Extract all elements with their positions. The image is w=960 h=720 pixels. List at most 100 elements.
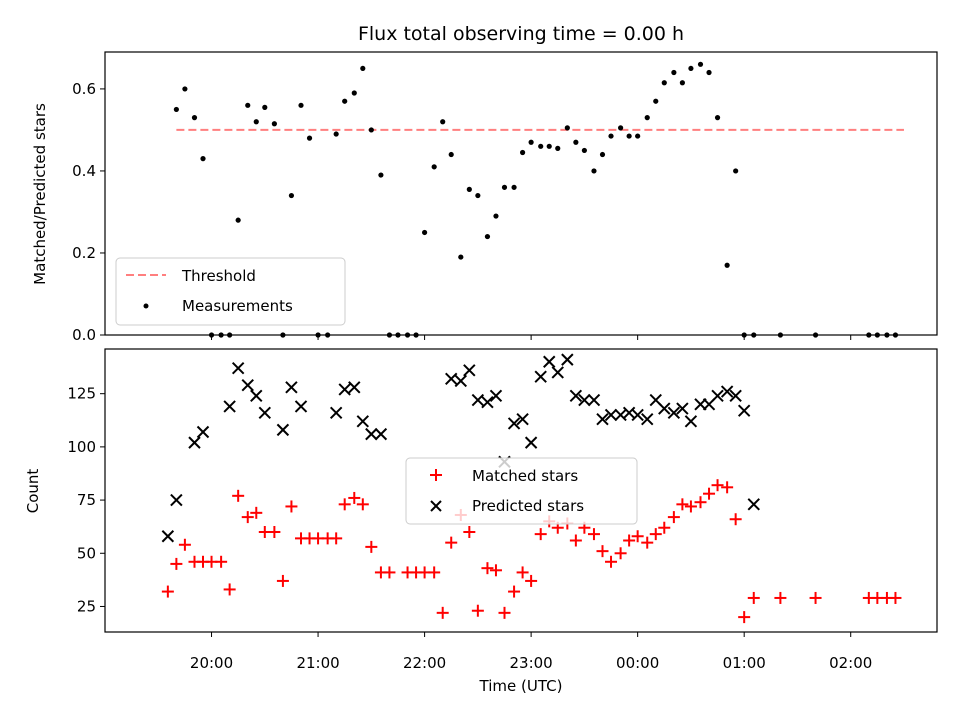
matched-stars-point — [729, 513, 742, 526]
measurement-point — [351, 90, 357, 96]
top-y-tick-label-1: 0.2 — [72, 244, 96, 262]
predicted-stars-point — [524, 436, 538, 449]
matched-stars-point — [605, 555, 618, 568]
measurement-point — [599, 151, 606, 158]
matched-stars-point — [223, 583, 236, 596]
matched-stars-point — [587, 528, 600, 541]
predicted-stars-point — [188, 436, 201, 449]
matched-stars-point — [428, 566, 441, 579]
measurement-point — [458, 254, 464, 260]
matched-stars-point — [356, 498, 369, 511]
measurement-point — [245, 102, 251, 108]
predicted-stars-point — [231, 361, 245, 375]
measurement-point — [501, 184, 508, 190]
matched-stars-point — [649, 528, 662, 541]
bottom-y-tick-label-1: 50 — [77, 544, 96, 562]
bottom-x-ticks: 20:00 21:00 22:00 23:00 00:00 01:00 02:00 — [190, 632, 872, 672]
predicted-stars-point — [445, 372, 458, 385]
matched-stars-point — [445, 536, 458, 549]
measurement-point — [519, 149, 526, 156]
measurement-point — [378, 172, 384, 178]
predicted-stars-point — [276, 423, 290, 437]
measurement-point — [421, 229, 428, 236]
measurement-point — [555, 145, 561, 151]
top-y-ticks: 0.0 0.2 0.4 0.6 — [72, 80, 105, 344]
predicted-stars-point — [365, 427, 378, 441]
matched-stars-point — [569, 534, 582, 547]
top-legend: Threshold Measurements — [115, 257, 346, 326]
x-axis-label: Time (UTC) — [479, 677, 563, 695]
measurement-point — [538, 143, 544, 149]
measurement-point — [493, 213, 499, 219]
predicted-stars-point — [667, 406, 681, 420]
matched-stars-point — [508, 585, 521, 598]
threshold-legend-label: Threshold — [181, 267, 256, 285]
measurement-point — [581, 147, 587, 154]
matched-stars-point — [658, 521, 671, 534]
bottom-y-ticks: 25 50 75 100 125 — [67, 385, 105, 615]
matched-stars-point — [711, 479, 724, 492]
bottom-y-tick-label-4: 125 — [67, 385, 96, 403]
matched-stars-point — [667, 511, 680, 524]
predicted-stars-point — [543, 355, 556, 368]
matched-legend-label: Matched stars — [472, 467, 578, 485]
measurement-point — [706, 69, 712, 76]
matched-stars-point — [721, 481, 734, 494]
measurement-point — [688, 65, 694, 72]
measurement-point — [440, 119, 446, 125]
measurements-legend-label: Measurements — [182, 297, 293, 315]
x-tick-label-3: 23:00 — [510, 654, 553, 672]
top-y-tick-label-2: 0.4 — [72, 162, 96, 180]
bottom-y-tick-label-2: 75 — [77, 491, 96, 509]
measurement-point — [368, 127, 374, 133]
matched-stars-point — [738, 611, 751, 624]
matched-stars-point — [641, 536, 654, 549]
matched-stars-point — [489, 564, 502, 577]
matched-stars-point — [614, 547, 627, 560]
predicted-stars-point — [587, 393, 601, 407]
measurement-point — [653, 98, 659, 104]
measurement-point — [466, 186, 472, 192]
predicted-stars-point — [569, 389, 583, 403]
matched-stars-point — [178, 538, 191, 551]
predicted-stars-point — [454, 374, 468, 388]
matched-stars-point — [471, 604, 484, 617]
measurement-point — [714, 115, 721, 121]
matched-stars-point — [241, 511, 254, 524]
measurement-point — [635, 133, 641, 139]
top-legend-box — [115, 257, 346, 326]
matched-stars-point — [694, 496, 707, 509]
top-axes-frame — [104, 51, 938, 336]
matched-stars-point — [161, 585, 174, 598]
matched-stars-point — [516, 566, 529, 579]
measurement-point — [271, 121, 277, 127]
top-y-tick-label-0: 0.0 — [72, 326, 96, 344]
predicted-stars-point — [578, 393, 591, 407]
measurement-point — [733, 168, 739, 174]
predicted-stars-point — [223, 400, 236, 413]
measurement-point — [626, 133, 632, 139]
predicted-stars-point — [631, 408, 644, 422]
measurement-point — [591, 168, 597, 174]
predicted-stars-point — [729, 389, 742, 403]
measurement-point — [644, 115, 650, 121]
measurement-point — [288, 192, 295, 199]
matched-stars-point — [463, 525, 476, 538]
matched-stars-point — [631, 530, 644, 543]
matched-stars-point — [525, 574, 538, 587]
bottom-legend-box — [405, 457, 638, 525]
predicted-stars-point — [561, 353, 574, 366]
measurement-point — [448, 151, 454, 158]
measurement-point — [262, 104, 268, 110]
measurement-point — [564, 125, 570, 131]
matched-stars-point — [276, 574, 289, 587]
predicted-stars-point — [737, 404, 751, 417]
predicted-stars-point — [481, 395, 494, 409]
predicted-stars-point — [711, 389, 724, 403]
predicted-stars-point — [294, 400, 308, 413]
measurement-point — [360, 65, 366, 72]
matched-stars-point — [676, 498, 689, 511]
predicted-stars-point — [250, 389, 263, 403]
predicted-stars-point — [285, 381, 298, 394]
